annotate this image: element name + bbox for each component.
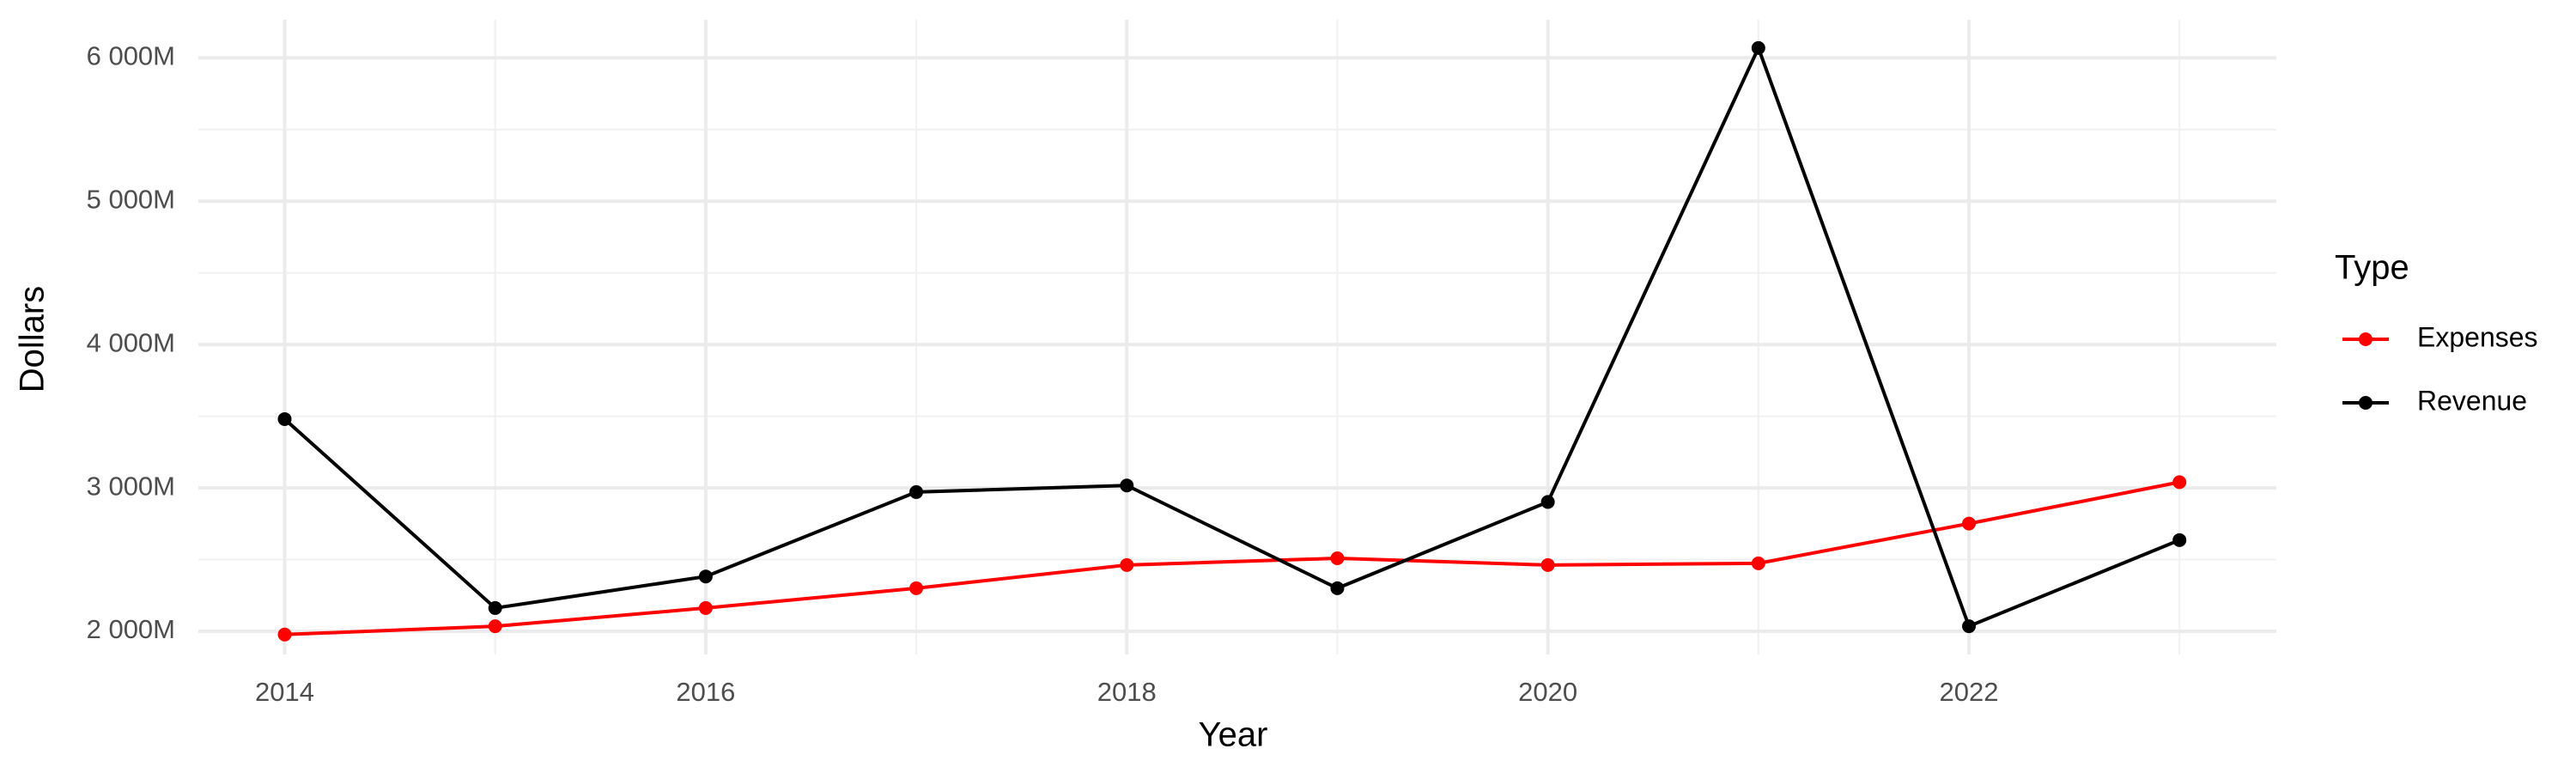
y-tick-label: 5 000M: [87, 184, 175, 214]
x-tick-label: 2014: [255, 677, 314, 707]
data-point: [909, 581, 924, 595]
data-point: [1540, 495, 1555, 509]
data-point: [277, 411, 292, 426]
data-point: [2172, 475, 2187, 490]
data-point: [488, 600, 502, 615]
legend-text: Expenses: [2417, 321, 2538, 352]
x-tick-label: 2022: [1940, 677, 1999, 707]
data-point: [698, 569, 713, 584]
y-axis-title: Dollars: [14, 286, 52, 393]
data-point: [1120, 478, 1134, 493]
data-point: [1751, 556, 1765, 570]
y-tick-label: 2 000M: [87, 614, 175, 644]
data-point: [1962, 619, 1977, 634]
x-tick-label: 2016: [676, 677, 735, 707]
y-tick-label: 3 000M: [87, 471, 175, 501]
data-point: [1962, 516, 1977, 531]
data-point: [1330, 551, 1345, 566]
y-tick-label: 6 000M: [87, 41, 175, 71]
data-point: [488, 619, 502, 634]
legend-title: Type: [2335, 249, 2409, 287]
data-point: [277, 627, 292, 642]
legend-marker: [2359, 396, 2372, 410]
data-point: [1120, 557, 1134, 572]
series-line: [284, 480, 2180, 636]
legend-marker: [2359, 332, 2372, 346]
data-point: [1751, 40, 1765, 55]
x-tick-label: 2018: [1097, 677, 1157, 707]
x-tick-label: 2020: [1518, 677, 1577, 707]
data-point: [1540, 557, 1555, 572]
y-tick-label: 4 000M: [87, 327, 175, 357]
legend-text: Revenue: [2417, 385, 2527, 416]
data-point: [1330, 581, 1345, 595]
x-axis-title: Year: [1199, 716, 1268, 754]
data-point: [698, 600, 713, 615]
data-point: [909, 484, 924, 499]
series-line: [283, 43, 2180, 629]
data-point: [2172, 533, 2187, 547]
